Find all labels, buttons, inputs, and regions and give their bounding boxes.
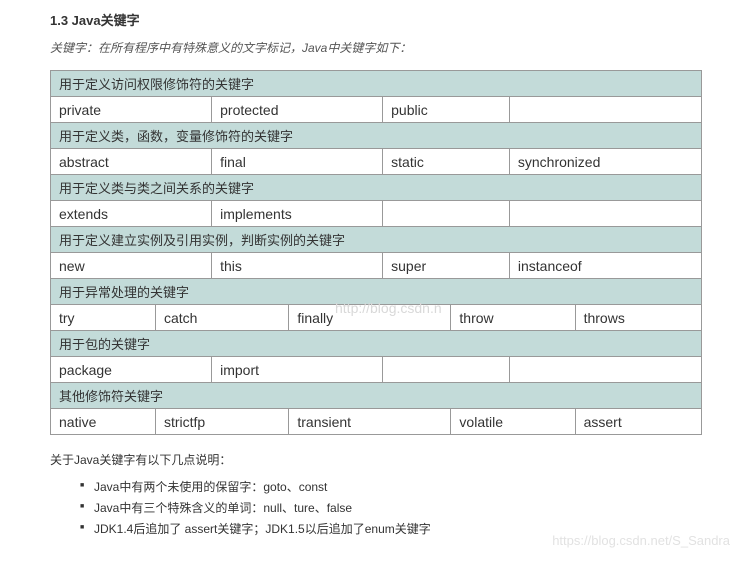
table-cell: new [51,253,212,279]
table-section-header: 用于包的关键字 [51,331,702,357]
table-section-header: 其他修饰符关键字 [51,383,702,409]
table-section-header: 用于定义建立实例及引用实例，判断实例的关键字 [51,227,702,253]
table-cell: abstract [51,149,212,175]
table-cell: throw [451,305,575,331]
section-title: 1.3 Java关键字 [50,10,702,29]
notes-title: 关于Java关键字有以下几点说明： [50,451,702,468]
keyword-table: 用于定义访问权限修饰符的关键字privateprotectedpublic用于定… [50,70,702,435]
table-cell: implements [212,201,383,227]
table-cell: volatile [451,409,575,435]
notes-item: JDK1.4后追加了 assert关键字；JDK1.5以后追加了enum关键字 [80,520,702,537]
table-cell: private [51,97,212,123]
table-cell: super [383,253,510,279]
table-cell: protected [212,97,383,123]
notes-item: Java中有三个特殊含义的单词：null、ture、false [80,499,702,516]
table-cell [383,357,510,383]
table-cell [509,97,701,123]
table-cell: package [51,357,212,383]
table-cell: instanceof [509,253,701,279]
table-section-header: 用于定义类，函数，变量修饰符的关键字 [51,123,702,149]
table-cell: public [383,97,510,123]
table-cell: finally [289,305,451,331]
table-cell: synchronized [509,149,701,175]
table-cell: import [212,357,383,383]
table-cell [509,201,701,227]
table-cell: transient [289,409,451,435]
table-cell: native [51,409,156,435]
table-section-header: 用于定义访问权限修饰符的关键字 [51,71,702,97]
table-cell: throws [575,305,701,331]
table-cell: try [51,305,156,331]
table-cell [383,201,510,227]
table-cell [509,357,701,383]
table-cell: final [212,149,383,175]
notes-list: Java中有两个未使用的保留字：goto、const Java中有三个特殊含义的单… [50,478,702,537]
notes-item: Java中有两个未使用的保留字：goto、const [80,478,702,495]
table-cell: this [212,253,383,279]
table-cell: strictfp [155,409,288,435]
table-cell: catch [155,305,288,331]
table-section-header: 用于异常处理的关键字 [51,279,702,305]
table-section-header: 用于定义类与类之间关系的关键字 [51,175,702,201]
section-subtitle: 关键字：在所有程序中有特殊意义的文字标记，Java中关键字如下： [50,39,702,56]
table-cell: assert [575,409,701,435]
table-cell: extends [51,201,212,227]
table-cell: static [383,149,510,175]
